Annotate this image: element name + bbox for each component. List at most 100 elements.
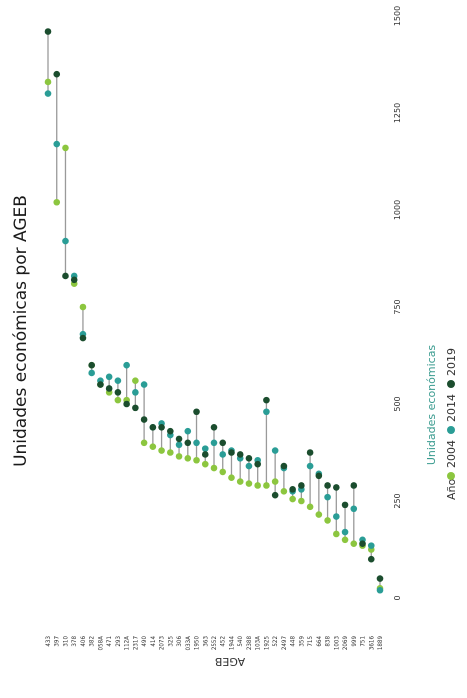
point-2014 (263, 408, 270, 416)
point-2019 (88, 361, 95, 369)
category-label: 310 (62, 636, 69, 647)
category-label: 103A (255, 636, 262, 651)
y-tick-label: 1250 (393, 103, 402, 123)
category-label: 1944 (228, 636, 235, 651)
y-axis-label: Unidades económicas (425, 345, 438, 466)
y-tick-label: 1500 (393, 6, 402, 26)
point-2014 (271, 447, 279, 454)
category-label: 1950 (194, 636, 201, 651)
point-2004 (44, 78, 52, 86)
category-label: 2317 (132, 636, 139, 651)
category-label: 838 (325, 636, 332, 647)
point-2004 (219, 468, 227, 476)
category-label: 433 (45, 636, 52, 647)
legend: Año 2004 2014 2019 (445, 348, 458, 500)
point-2019 (193, 408, 200, 416)
category-label: 363 (202, 636, 209, 647)
category-label: 382 (89, 636, 96, 647)
category-label: 2069 (342, 636, 349, 651)
y-tick-label: 750 (393, 299, 402, 314)
point-2004 (79, 303, 87, 311)
point-2014 (184, 427, 192, 435)
point-2004 (201, 460, 209, 468)
y-tick-label: 0 (393, 595, 402, 600)
point-2019 (149, 423, 157, 431)
point-2004 (254, 482, 261, 489)
point-2004 (149, 443, 157, 450)
legend-marker-2014 (447, 426, 455, 434)
category-label: 1003 (333, 636, 340, 651)
point-2004 (245, 480, 253, 487)
category-label: 293 (115, 636, 122, 647)
point-2019 (298, 482, 305, 489)
point-2004 (62, 144, 69, 152)
point-2004 (350, 540, 358, 547)
point-2019 (263, 396, 270, 404)
point-2019 (175, 435, 183, 443)
category-label: 414 (150, 636, 157, 647)
point-2004 (289, 495, 296, 503)
point-2019 (44, 28, 52, 35)
point-2019 (123, 400, 130, 408)
point-2004 (53, 198, 61, 206)
category-label: 3616 (368, 636, 375, 651)
category-label: 448 (290, 636, 297, 647)
point-2004 (315, 511, 323, 518)
category-label: 452 (220, 636, 227, 647)
point-2019 (367, 555, 375, 563)
point-2019 (201, 451, 209, 458)
point-2019 (210, 423, 218, 431)
point-2014 (88, 369, 95, 377)
point-2019 (97, 381, 104, 388)
category-label: 359 (298, 636, 305, 647)
point-2014 (132, 389, 139, 396)
point-2019 (245, 455, 253, 462)
y-tick-label: 250 (393, 493, 402, 508)
category-label: 306 (176, 636, 183, 647)
point-2004 (158, 447, 165, 454)
category-label: 2073 (159, 636, 166, 651)
point-2019 (236, 451, 244, 458)
point-2004 (140, 439, 148, 447)
category-label: 751 (360, 636, 367, 647)
category-label: 1925 (263, 636, 270, 651)
point-2004 (333, 530, 340, 538)
point-2004 (324, 517, 331, 524)
category-labels: 433 397 310 378 406 382 058A 471 293 112A 2317 490 4… (45, 636, 384, 651)
point-2014 (114, 377, 122, 385)
point-2014 (376, 586, 384, 594)
legend-marker-2004 (447, 472, 455, 480)
point-2004 (280, 488, 288, 495)
point-2019 (254, 460, 261, 468)
point-2014 (324, 493, 331, 501)
y-axis-ticks: 0 250 500 750 1000 1250 1500 (393, 6, 402, 601)
point-2014 (53, 140, 61, 148)
category-label: 325 (167, 636, 174, 647)
category-label: 2552 (211, 636, 218, 650)
point-2019 (114, 389, 122, 396)
point-2014 (175, 441, 183, 449)
point-2004 (184, 455, 192, 462)
y-tick-label: 500 (393, 396, 402, 411)
point-2014 (350, 505, 358, 513)
category-label: 715 (307, 636, 314, 647)
category-label: 490 (141, 636, 148, 647)
category-label: 058A (97, 636, 104, 651)
point-2004 (306, 503, 314, 511)
category-label: 540 (237, 636, 244, 647)
point-2019 (315, 472, 323, 480)
category-label: 471 (106, 636, 113, 647)
point-2014 (123, 361, 130, 369)
point-2004 (114, 396, 122, 404)
point-2014 (210, 439, 218, 447)
point-2004 (263, 482, 270, 489)
category-label: 112A (124, 636, 131, 651)
point-2014 (62, 237, 69, 245)
category-label: 397 (54, 636, 61, 647)
point-2014 (44, 90, 52, 97)
point-2019 (271, 491, 279, 499)
point-2014 (193, 439, 200, 447)
point-2019 (306, 449, 314, 456)
point-2004 (193, 456, 200, 464)
